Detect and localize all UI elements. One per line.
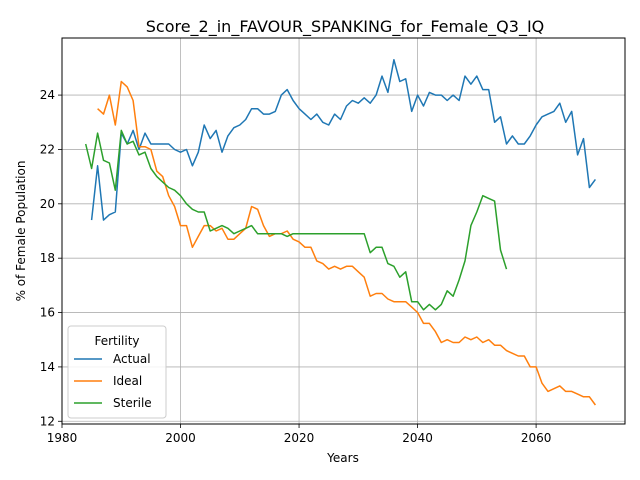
grid-lines — [61, 38, 625, 424]
y-tick-label: 16 — [40, 306, 55, 320]
x-axis-label: Years — [326, 451, 359, 465]
y-axis: 12 14 16 18 20 22 24 — [40, 88, 62, 428]
chart-title: Score_2_in_FAVOUR_SPANKING_for_Female_Q3… — [146, 17, 545, 37]
legend-label-ideal: Ideal — [113, 374, 142, 388]
legend: Fertility Actual Ideal Sterile — [67, 325, 167, 419]
series-line-actual — [90, 58, 597, 221]
legend-label-sterile: Sterile — [113, 396, 152, 410]
legend-box — [67, 325, 167, 419]
legend-title: Fertility — [94, 334, 139, 348]
series-layer — [84, 58, 597, 406]
x-tick-label: 2020 — [284, 431, 315, 445]
y-tick-label: 22 — [40, 142, 55, 156]
x-tick-label: 2040 — [402, 431, 433, 445]
x-tick-label: 2060 — [521, 431, 552, 445]
series-line-sterile — [84, 129, 508, 311]
plot-frame — [61, 37, 626, 425]
y-tick-label: 24 — [40, 88, 55, 102]
x-axis: 1980 2000 2020 2040 2060 — [47, 424, 552, 445]
y-tick-label: 12 — [40, 414, 55, 428]
legend-label-actual: Actual — [113, 352, 151, 366]
y-axis-label: % of Female Population — [14, 161, 28, 302]
y-tick-label: 14 — [40, 360, 55, 374]
x-tick-label: 1980 — [47, 431, 78, 445]
series-line-ideal — [97, 80, 597, 406]
y-tick-label: 20 — [40, 197, 55, 211]
y-tick-label: 18 — [40, 251, 55, 265]
x-tick-label: 2000 — [165, 431, 196, 445]
